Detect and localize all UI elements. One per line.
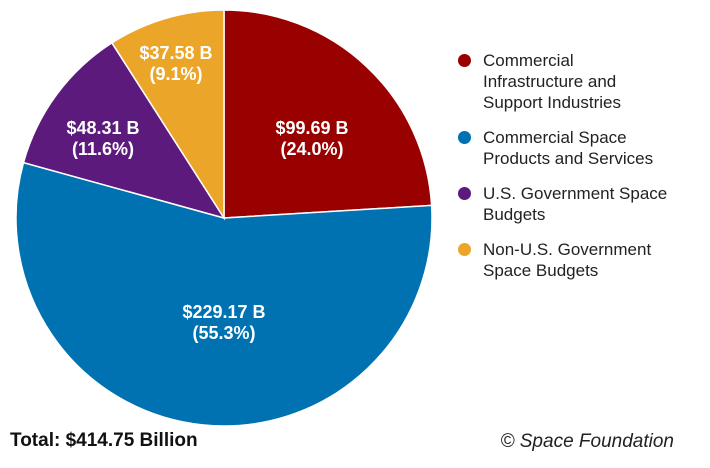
total-label: Total: $414.75 Billion xyxy=(10,430,198,451)
legend-label-line: Non-U.S. Government xyxy=(483,240,652,259)
legend: Commercial Infrastructure and Support In… xyxy=(458,50,708,295)
pie-slice-3 xyxy=(110,9,225,221)
legend-label-line: Commercial xyxy=(483,51,574,70)
legend-label-line: U.S. Government Space xyxy=(483,184,668,203)
slice-percent-label-0: (24.0%) xyxy=(280,139,343,159)
pie-slice-2 xyxy=(22,41,226,220)
slice-percent-label-2: (11.6%) xyxy=(72,139,134,159)
legend-label-line: Space Budgets xyxy=(483,261,599,280)
slice-percent-label-1: (55.3%) xyxy=(192,323,255,343)
legend-marker-commercial-space-products xyxy=(458,131,471,144)
legend-label-line: Products and Services xyxy=(483,149,654,168)
slice-value-label-0: $99.69 B xyxy=(275,118,348,138)
legend-marker-commercial-infrastructure xyxy=(458,54,471,67)
copyright-text: © Space Foundation xyxy=(500,431,674,452)
legend-label-line: Budgets xyxy=(483,205,546,224)
legend-label-line: Support Industries xyxy=(483,93,621,112)
legend-label-line: Commercial Space xyxy=(483,128,627,147)
slice-value-label-2: $48.31 B xyxy=(66,118,139,138)
pie-slice-1 xyxy=(15,161,433,427)
legend-label-line: Infrastructure and xyxy=(483,72,617,91)
slice-value-label-3: $37.58 B xyxy=(139,43,212,63)
pie-slice-0 xyxy=(223,9,433,219)
legend-item-us-government: U.S. Government Space Budgets xyxy=(458,183,708,225)
legend-item-commercial-infrastructure: Commercial Infrastructure and Support In… xyxy=(458,50,708,113)
legend-marker-us-government xyxy=(458,187,471,200)
legend-item-commercial-space-products: Commercial Space Products and Services xyxy=(458,127,708,169)
slice-value-label-1: $229.17 B xyxy=(182,302,265,322)
slice-percent-label-3: (9.1%) xyxy=(149,64,202,84)
legend-marker-non-us-government xyxy=(458,243,471,256)
legend-item-non-us-government: Non-U.S. Government Space Budgets xyxy=(458,239,708,281)
